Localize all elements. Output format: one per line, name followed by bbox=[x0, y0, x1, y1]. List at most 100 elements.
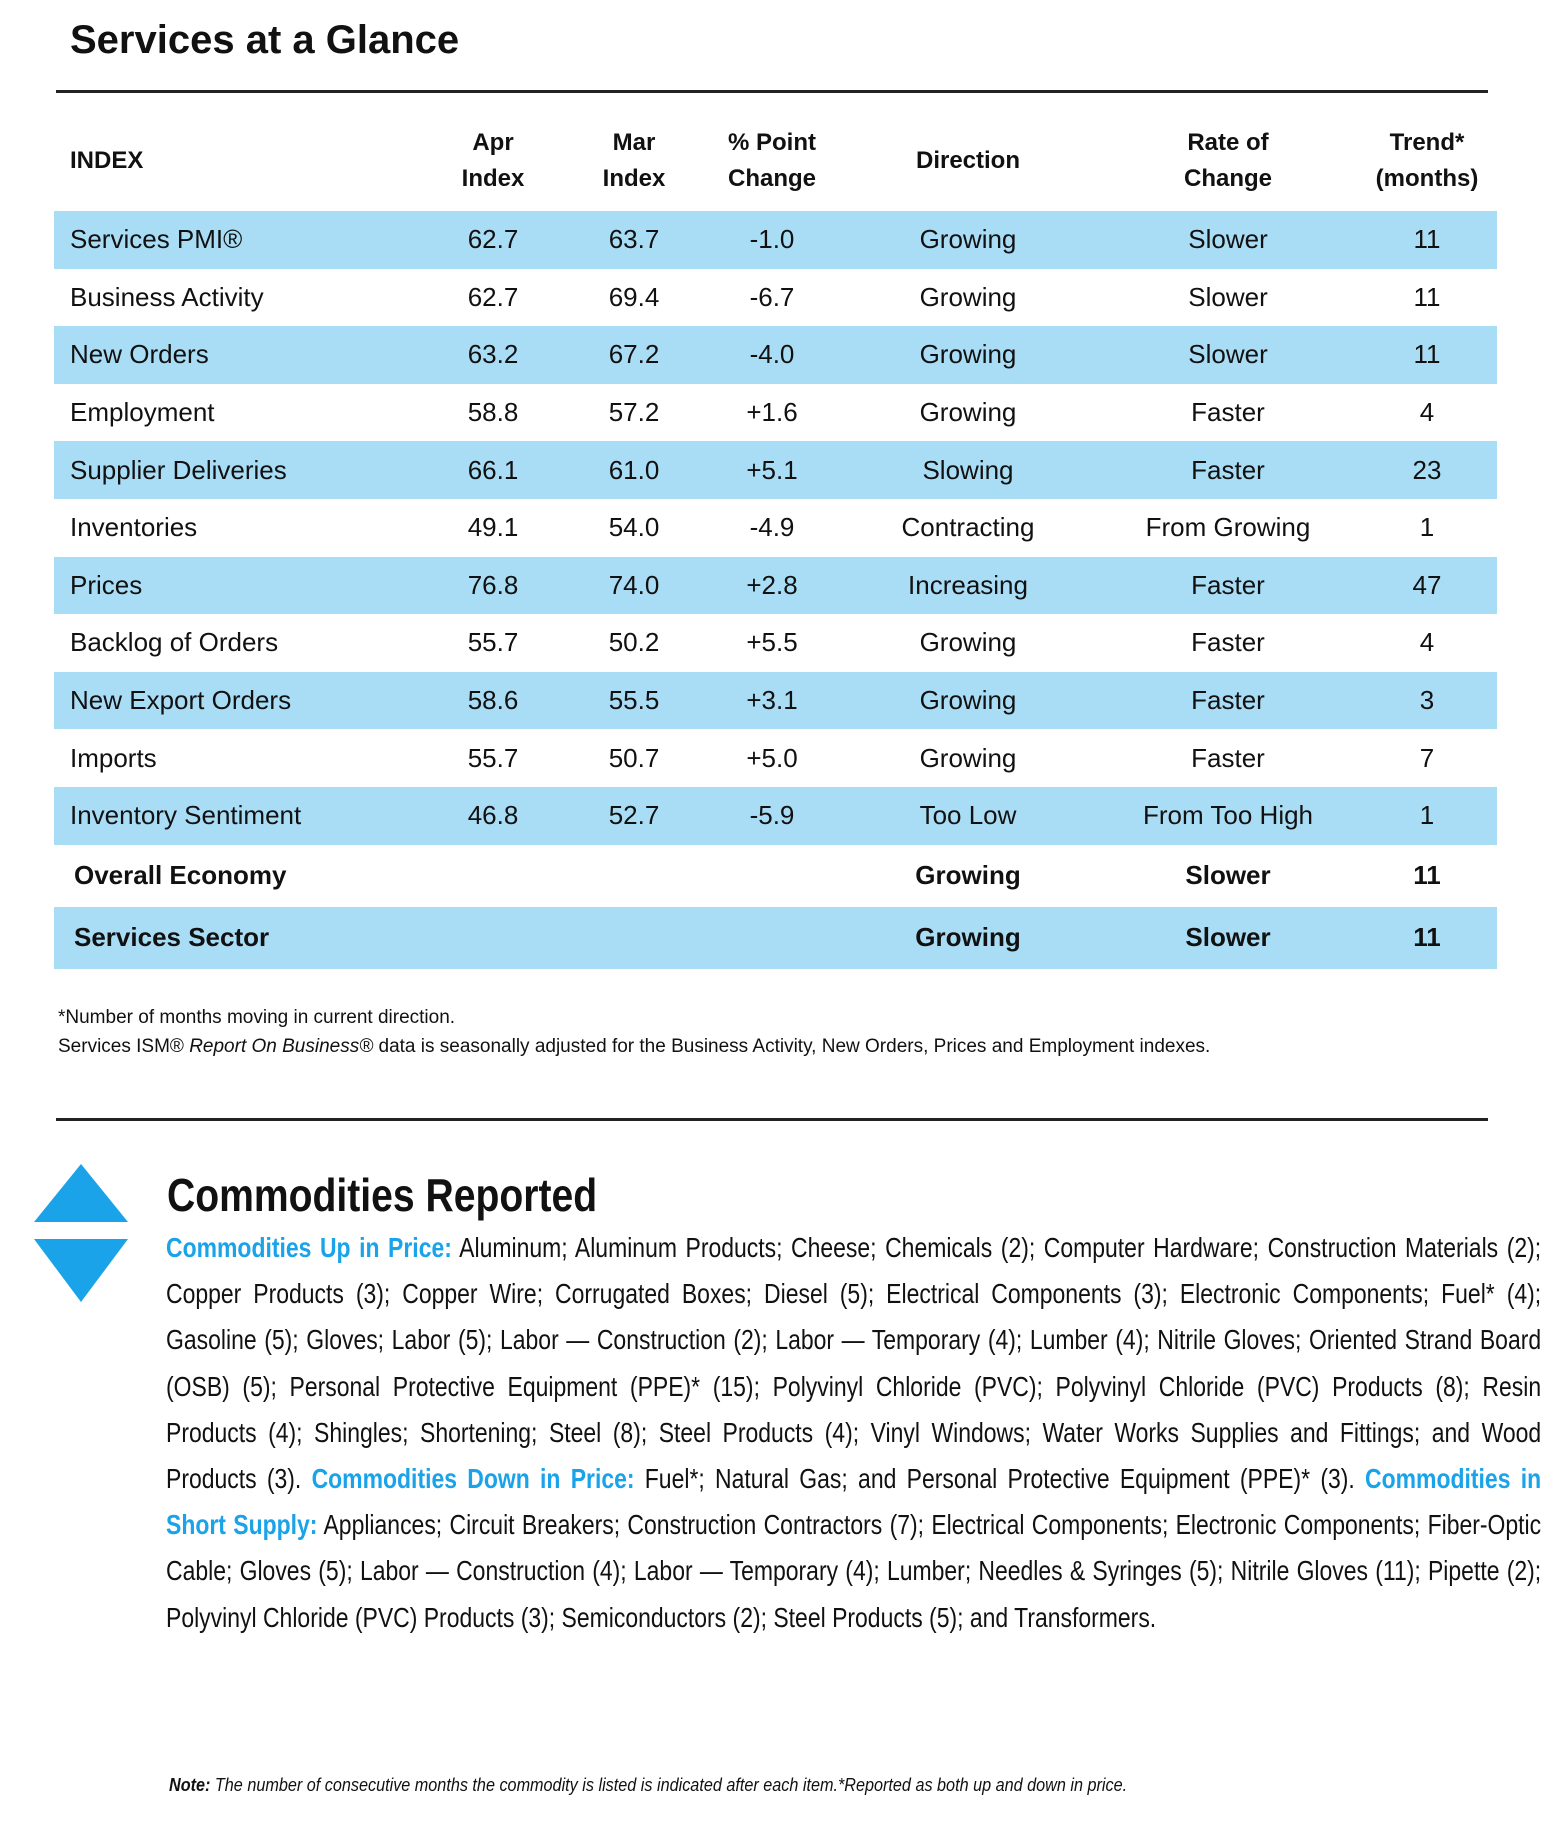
table-cell: +3.1 bbox=[746, 685, 798, 716]
commodities-text: Commodities Up in Price: Aluminum; Alumi… bbox=[166, 1225, 1541, 1641]
table-cell: Slower bbox=[1188, 224, 1268, 255]
header-line: % Point bbox=[727, 128, 816, 156]
table-cell: 50.2 bbox=[608, 627, 660, 658]
table-cell: -6.7 bbox=[749, 281, 795, 312]
table-cell: Growing bbox=[919, 281, 1017, 312]
table-cell: Imports bbox=[70, 742, 157, 773]
table-cell: Slower bbox=[1185, 922, 1271, 953]
footnote-text: Services ISM® bbox=[58, 1036, 190, 1057]
table-row: New Orders 63.2 67.2 -4.0 Growing Slower 11 bbox=[54, 326, 1497, 384]
header-line: Apr bbox=[472, 128, 514, 156]
note: Note: The number of consecutive months t… bbox=[169, 1775, 1127, 1796]
table-row: New Export Orders 58.6 55.5 +3.1 Growing Fast… bbox=[54, 671, 1497, 730]
footnote: Services ISM® Report On Business® data i… bbox=[58, 1032, 1210, 1061]
table-cell: Inventory Sentiment bbox=[70, 800, 302, 831]
table-cell: Growing bbox=[919, 742, 1017, 773]
table-cell: 11 bbox=[1413, 224, 1441, 255]
table-cell: Increasing bbox=[908, 569, 1028, 600]
table-cell: 66.1 bbox=[467, 454, 519, 485]
section-text: Appliances; Circuit Breakers; Constructi… bbox=[166, 1509, 1542, 1633]
table-cell: Growing bbox=[915, 922, 1021, 953]
table-cell: Slower bbox=[1188, 281, 1268, 312]
table-cell: Growing bbox=[919, 627, 1017, 658]
table-cell: Services Sector bbox=[74, 922, 270, 953]
table-cell: 11 bbox=[1413, 860, 1441, 891]
footnote: *Number of months moving in current dire… bbox=[58, 1003, 1210, 1032]
table-cell: 62.7 bbox=[467, 281, 519, 312]
section-text: Aluminum; Aluminum Products; Cheese; Che… bbox=[166, 1232, 1542, 1495]
column-header: Trend* (months) bbox=[1327, 117, 1527, 204]
table-cell: Growing bbox=[919, 397, 1017, 428]
table-cell: Growing bbox=[919, 685, 1017, 716]
header-line: (months) bbox=[1375, 164, 1479, 192]
table-cell: Supplier Deliveries bbox=[70, 454, 287, 485]
table-cell: 52.7 bbox=[608, 800, 660, 831]
table-cell: 74.0 bbox=[608, 569, 660, 600]
table-row: Supplier Deliveries 66.1 61.0 +5.1 Slowing Fa… bbox=[54, 441, 1497, 499]
table-cell: Faster bbox=[1191, 454, 1265, 485]
table-cell: Overall Economy bbox=[74, 860, 287, 891]
table-row: Backlog of Orders 55.7 50.2 +5.5 Growing Fast… bbox=[54, 614, 1497, 672]
table-cell: Slowing bbox=[922, 454, 1014, 485]
header-text: Apr Index bbox=[462, 125, 525, 197]
table-cell: Faster bbox=[1191, 397, 1265, 428]
table-cell: -1.0 bbox=[749, 224, 795, 255]
table-cell: New Orders bbox=[70, 339, 209, 370]
table-cell: 11 bbox=[1413, 281, 1441, 312]
table-row: Imports 55.7 50.7 +5.0 Growing Faster 7 bbox=[54, 729, 1497, 787]
section-text: Fuel*; Natural Gas; and Personal Protect… bbox=[634, 1463, 1366, 1495]
table-cell: 11 bbox=[1413, 922, 1441, 953]
table-cell: 23 bbox=[1412, 454, 1442, 485]
table-cell: Business Activity bbox=[70, 281, 264, 312]
table-cell: 69.4 bbox=[608, 281, 660, 312]
table-cell: 76.8 bbox=[467, 569, 519, 600]
header-line: Change bbox=[727, 164, 816, 192]
table-cell: 63.7 bbox=[608, 224, 660, 255]
header-text: Mar Index bbox=[603, 125, 666, 197]
table-cell: 4 bbox=[1419, 397, 1435, 428]
table-cell: 47 bbox=[1412, 569, 1442, 600]
table-cell: 58.8 bbox=[467, 397, 519, 428]
header-text: INDEX bbox=[70, 143, 143, 179]
footnote-text: *Number of months moving in current dire… bbox=[58, 1007, 456, 1028]
footnotes: *Number of months moving in current dire… bbox=[58, 1003, 1210, 1061]
header-line: Rate of bbox=[1187, 128, 1269, 156]
header-line: Trend* bbox=[1389, 128, 1465, 156]
header-line: INDEX bbox=[70, 146, 144, 174]
down-arrow bbox=[34, 1239, 128, 1302]
table-cell: Employment bbox=[70, 397, 215, 428]
table-row: Overall Economy Growing Slower 11 bbox=[54, 845, 1497, 907]
header-line: Change bbox=[1183, 164, 1272, 192]
table-cell: 1 bbox=[1419, 512, 1435, 543]
table-cell: +5.0 bbox=[746, 742, 798, 773]
table-row: Employment 58.8 57.2 +1.6 Growing Faster 4 bbox=[54, 384, 1497, 442]
header-line: Direction bbox=[915, 146, 1020, 174]
table-cell: 49.1 bbox=[467, 512, 519, 543]
note-label: Note: bbox=[169, 1775, 211, 1795]
table-cell: Growing bbox=[915, 860, 1021, 891]
table-cell: Inventories bbox=[70, 512, 198, 543]
table-cell: +5.5 bbox=[746, 627, 798, 658]
table-cell: 55.7 bbox=[467, 627, 519, 658]
table-cell: 1 bbox=[1419, 800, 1435, 831]
table-row: Inventories 49.1 54.0 -4.9 Contracting From G… bbox=[54, 499, 1497, 557]
table-row: Business Activity 62.7 69.4 -6.7 Growing Slow… bbox=[54, 269, 1497, 327]
table-cell: -4.9 bbox=[749, 512, 795, 543]
table-cell: +5.1 bbox=[746, 454, 798, 485]
table-cell: 50.7 bbox=[608, 742, 660, 773]
column-header: % Point Change bbox=[672, 117, 872, 204]
column-header: Direction bbox=[868, 117, 1068, 204]
table-cell: Prices bbox=[70, 569, 143, 600]
table-cell: -5.9 bbox=[749, 800, 795, 831]
table-cell: Backlog of Orders bbox=[70, 627, 279, 658]
arrows-icon bbox=[34, 1164, 128, 1302]
table-row: Inventory Sentiment 46.8 52.7 -5.9 Too Low Fr… bbox=[54, 787, 1497, 845]
table-cell: Services PMI® bbox=[70, 224, 243, 255]
table-cell: 63.2 bbox=[467, 339, 519, 370]
header-line: Index bbox=[461, 164, 525, 192]
table-cell: 55.7 bbox=[467, 742, 519, 773]
table-cell: 11 bbox=[1413, 339, 1441, 370]
table-cell: 58.6 bbox=[467, 685, 519, 716]
header-text: % Point Change bbox=[728, 125, 816, 197]
